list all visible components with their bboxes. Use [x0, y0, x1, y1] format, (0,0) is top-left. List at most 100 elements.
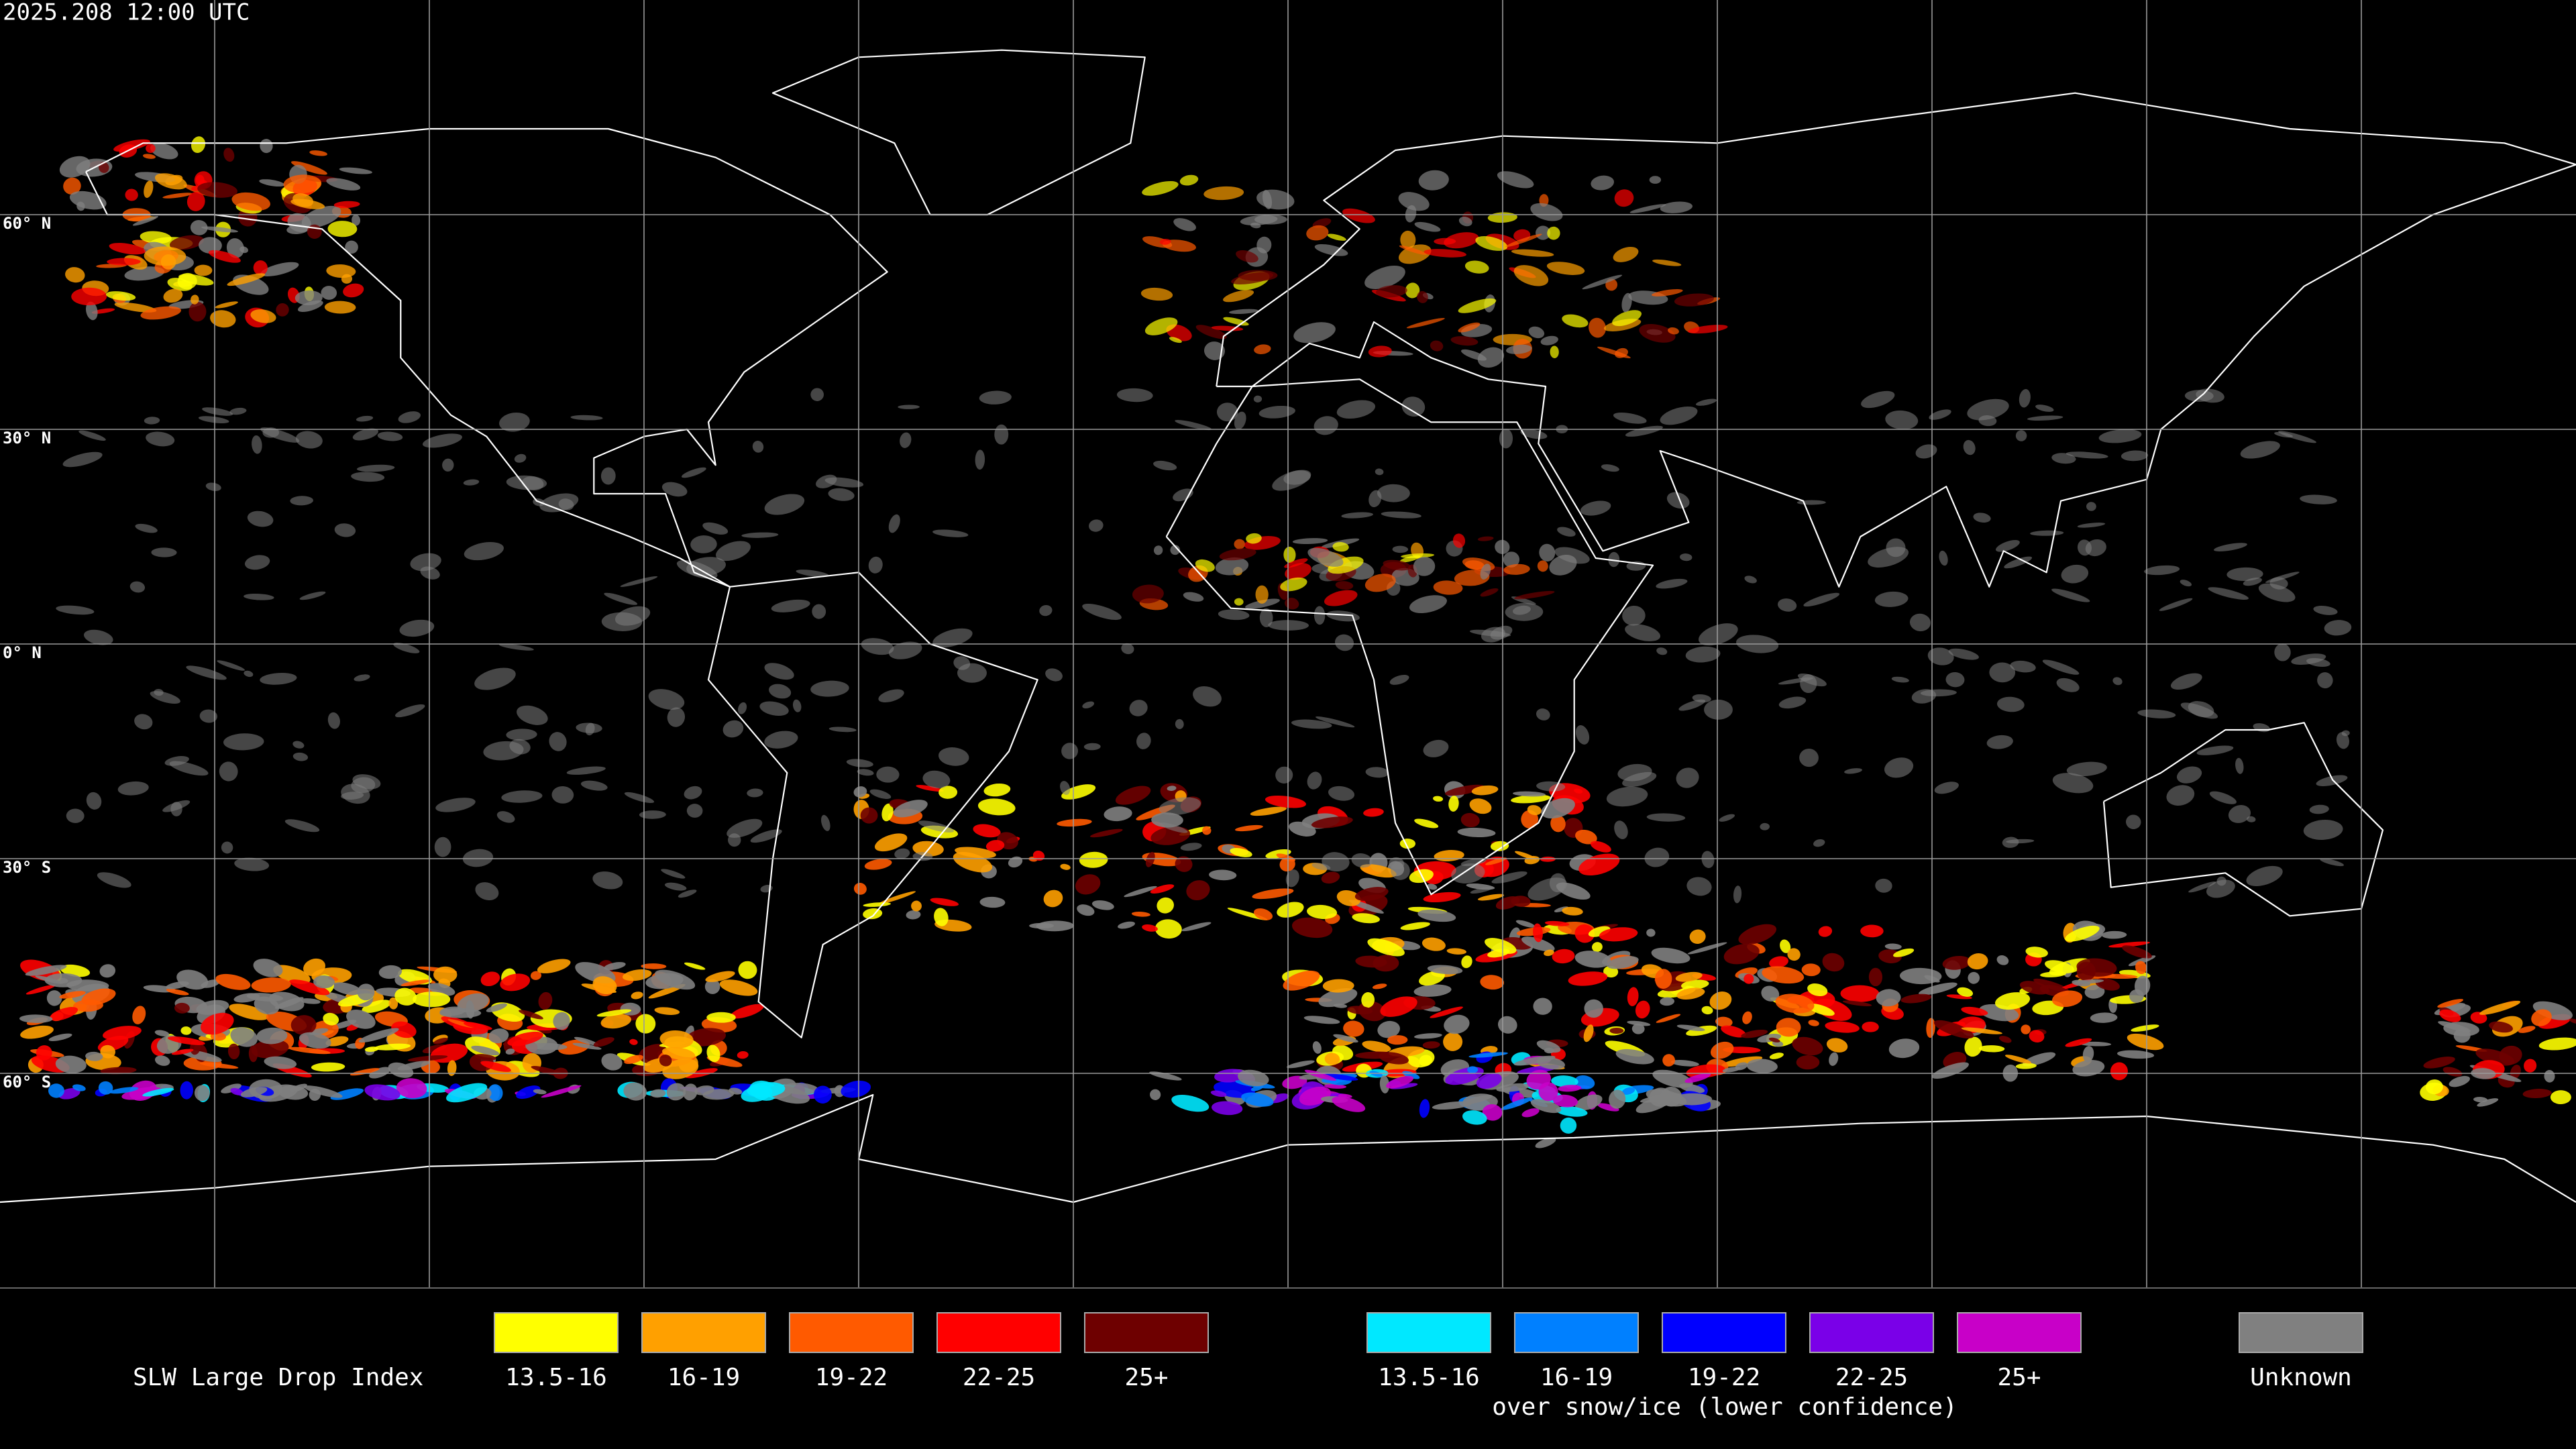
lat-label: 30° N	[3, 429, 51, 447]
cloud-patch	[1399, 245, 1427, 255]
cloud-patch	[1768, 1037, 1780, 1042]
cloud-patch	[938, 747, 969, 766]
coastlines	[0, 49, 2576, 1203]
cloud-patch	[1332, 541, 1349, 552]
cloud-patch	[475, 882, 499, 901]
cloud-patch	[1448, 796, 1459, 812]
cloud-patch	[66, 808, 85, 823]
cloud-patch	[1293, 322, 1336, 343]
cloud-patch	[1775, 994, 1815, 1014]
cloud-patch	[1761, 985, 1780, 1002]
cloud-patch	[1627, 1020, 1651, 1026]
cloud-patch	[737, 1051, 749, 1059]
cloud-patch	[1615, 347, 1628, 358]
cloud-patch	[1497, 171, 1534, 189]
cloud-patch	[864, 859, 892, 870]
legend-note: over snow/ice (lower confidence)	[1492, 1393, 1957, 1421]
legend-label: 22-25	[1835, 1364, 1908, 1391]
cloud-patch	[1521, 1108, 1540, 1118]
cloud-patch	[868, 556, 883, 574]
cloud-patch	[1417, 290, 1428, 303]
cloud-patch	[1485, 857, 1507, 865]
cloud-patch	[1840, 985, 1880, 1002]
cloud-patch	[686, 557, 726, 577]
cloud-patch	[362, 1000, 391, 1013]
cloud-patch	[973, 824, 1001, 838]
cloud-patch	[413, 991, 451, 1008]
cloud-patch	[2056, 678, 2080, 692]
cloud-patch	[46, 990, 62, 1006]
cloud-patch	[1719, 814, 1735, 822]
cloud-patch	[1333, 1034, 1358, 1043]
cloud-patch	[2226, 567, 2263, 582]
cloud-patch	[1888, 1038, 1920, 1059]
cloud-patch	[1470, 886, 1493, 894]
cloud-patch	[321, 286, 337, 300]
cloud-patch	[1670, 1059, 1699, 1067]
cloud-patch	[1874, 591, 1909, 607]
cloud-patch	[2443, 1067, 2463, 1077]
cloud-patch	[1460, 812, 1480, 828]
cloud-patch	[752, 441, 764, 453]
cloud-patch	[462, 849, 494, 867]
cloud-patch	[2196, 388, 2224, 403]
cloud-patch	[1540, 335, 1558, 345]
cloud-patch	[1434, 237, 1456, 245]
cloud-patch	[664, 882, 687, 891]
cloud-patch	[471, 1045, 500, 1056]
legend-swatch	[2239, 1312, 2363, 1353]
cloud-patch	[109, 243, 146, 255]
cloud-patch	[1332, 1096, 1366, 1112]
cloud-patch	[1284, 558, 1308, 568]
cloud-patch	[1646, 813, 1686, 822]
cloud-patch	[1644, 847, 1670, 867]
cloud-patch	[205, 482, 221, 491]
cloud-patch	[1324, 1053, 1340, 1065]
cloud-patch	[1244, 598, 1280, 609]
cloud-patch	[1622, 605, 1646, 626]
cloud-patch	[2258, 583, 2296, 602]
cloud-patch	[1541, 798, 1575, 819]
cloud-patch	[1695, 398, 1717, 406]
cloud-patch	[1379, 1052, 1409, 1065]
cloud-patch	[1461, 955, 1472, 969]
cloud-patch	[719, 979, 758, 996]
cloud-patch	[930, 898, 959, 906]
cloud-patch	[1144, 317, 1178, 335]
legend-label: Unknown	[2250, 1364, 2352, 1391]
cloud-patch	[397, 1061, 431, 1071]
cloud-patch	[78, 430, 106, 441]
cloud-patch	[1029, 922, 1055, 929]
cloud-patch	[422, 433, 462, 448]
cloud-patch	[140, 231, 172, 244]
cloud-patch	[1685, 646, 1721, 663]
cloud-patch	[140, 306, 181, 320]
cloud-patch	[655, 969, 696, 990]
cloud-patch	[2065, 1038, 2092, 1047]
cloud-patch	[217, 660, 246, 671]
cloud-patch	[1457, 827, 1496, 838]
cloud-patch	[1629, 204, 1666, 213]
cloud-patch	[1365, 767, 1389, 778]
cloud-patch	[1562, 906, 1583, 916]
cloud-patch	[253, 260, 268, 276]
cloud-patch	[1743, 973, 1754, 984]
cloud-patch	[2029, 1030, 2045, 1042]
cloud-patch	[1505, 233, 1542, 248]
cloud-patch	[979, 896, 1006, 908]
cloud-patch	[399, 619, 435, 637]
cloud-patch	[354, 674, 370, 682]
cloud-patch	[1996, 696, 2025, 712]
cloud-patch	[1964, 1036, 1982, 1057]
cloud-patch	[1861, 390, 1895, 409]
cloud-patch	[2170, 673, 2202, 690]
cloud-patch	[103, 1026, 142, 1040]
cloud-patch	[1698, 623, 1738, 646]
cloud-patch	[1159, 238, 1171, 245]
cloud-patch	[1418, 170, 1449, 191]
cloud-patch	[566, 766, 606, 775]
cloud-patch	[816, 474, 837, 488]
cloud-patch	[48, 1033, 72, 1042]
cloud-patch	[2228, 805, 2251, 823]
cloud-patch	[256, 1027, 288, 1044]
